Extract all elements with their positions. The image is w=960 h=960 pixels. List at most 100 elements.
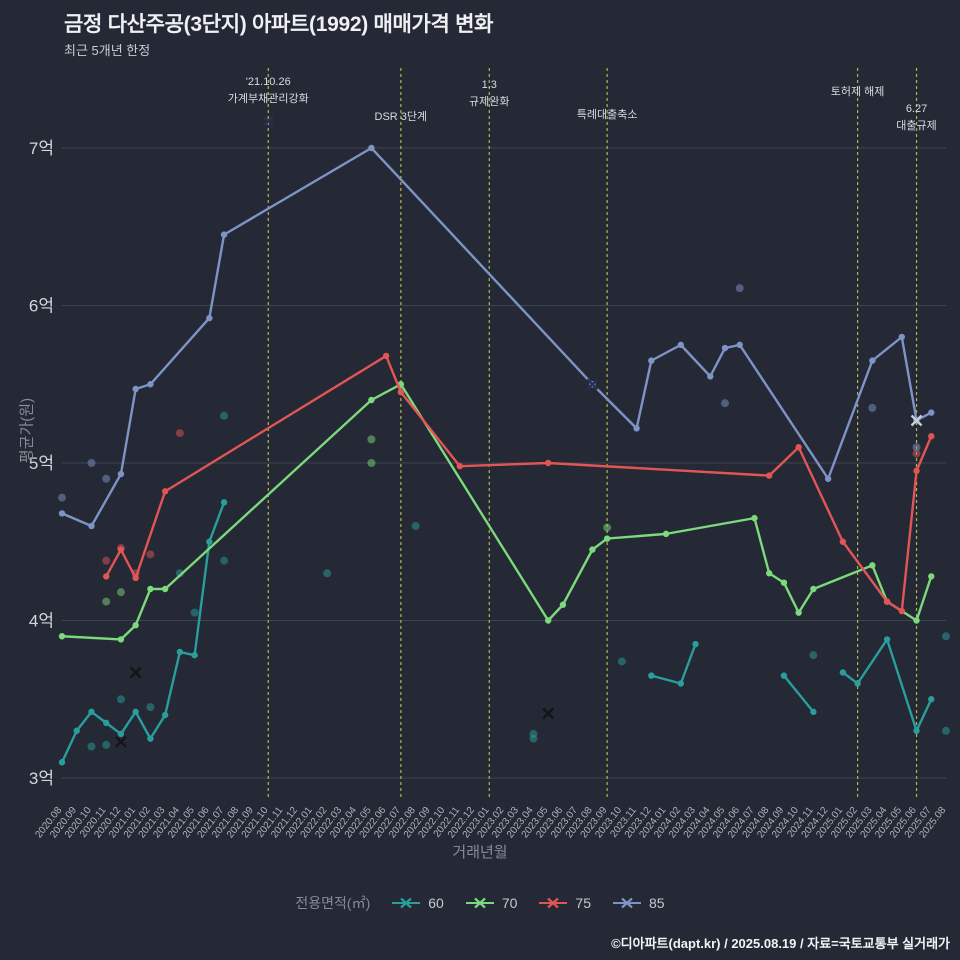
annotation-label: 1.3 [482,79,497,91]
legend-label: 70 [501,895,518,911]
series-point [648,357,655,364]
series-point [559,601,567,608]
series-point [206,538,213,545]
series-point [368,144,375,152]
series-point [220,231,228,238]
annotation-label: 6.27 [906,103,927,115]
series-point [766,570,773,577]
scatter-point [912,443,921,452]
scatter-point [146,703,155,712]
scatter-point [529,734,538,743]
legend-item-75[interactable]: 75 [537,895,591,911]
annotation-label: 토허제 해제 [831,84,885,98]
x-marker-icon [542,707,555,720]
series-point [132,708,139,716]
series-point [88,708,95,716]
series-point [928,573,935,580]
series-point [869,357,876,364]
scatter-point [102,556,111,565]
legend: 전용면적(㎡) 60 70 75 85 [0,893,960,913]
series-point [795,444,802,451]
scatter-point [603,523,612,532]
series-point [589,546,596,553]
series-point [58,510,66,517]
series-60 [58,499,935,766]
annotation-label: 특례대출축소 [577,108,638,121]
series-point [839,538,847,545]
series-point [368,396,375,404]
x-marker-icon [910,414,923,427]
series-line-70 [60,383,933,641]
scatter-point [116,588,125,597]
series-point [161,585,169,593]
x-axis-title: 거래년월 [452,844,508,861]
scatter-point [323,569,332,578]
y-tick-label: 5억 [29,454,54,473]
scatter-point [146,550,155,559]
series-point [707,373,714,380]
series-point [633,425,640,432]
legend-label: 85 [649,895,665,911]
scatter-point [721,399,729,408]
series-point [161,488,169,495]
series-line-60 [60,501,226,764]
series-point [928,433,935,440]
scatter-point [942,632,950,641]
series-point [766,472,773,479]
scatter-point [220,556,229,565]
series-point [810,585,817,593]
series-point [382,352,390,360]
series-point [913,467,920,475]
series-point [839,669,847,676]
legend-item-70[interactable]: 70 [464,895,518,911]
page-title: 금정 다산주공(3단지) 아파트(1992) 매매가격 변화 [64,13,494,36]
scatter-point [190,608,199,617]
scatter-point [411,522,420,530]
gridlines: 3억 4억 5억 6억 7억 [29,139,946,788]
x-marker-icon [262,115,275,128]
y-axis-title: 평균가(원) [18,397,36,464]
series-point [721,344,729,352]
series-point [883,598,891,605]
series-point [692,640,699,648]
legend-line-x-icon [392,897,421,909]
y-tick-label: 6억 [29,297,54,316]
series-point [132,385,139,393]
series-point [58,633,66,640]
series-70 [58,381,935,643]
series-point [928,409,935,416]
legend-item-85[interactable]: 85 [611,895,665,911]
series-point [662,530,670,538]
series-point [161,711,169,719]
y-tick-label: 3억 [29,769,54,788]
y-tick-label: 4억 [29,612,54,631]
series-point [117,546,125,553]
annotation-label: DSR 3단계 [375,110,428,123]
x-markers [115,115,923,748]
series-point [810,708,817,716]
scatter-point [102,740,111,749]
legend-line-x-icon [613,897,641,909]
annotation-label: '21.10.26 [246,76,291,88]
series-point [795,609,802,616]
series-point [913,617,920,624]
x-tick-labels: 2020.082020.092020.102020.112020.122021.… [33,805,948,841]
series-point [751,514,758,522]
legend-items: 60 70 75 85 [390,895,665,911]
series-point [545,617,552,624]
series-point [206,314,213,322]
series-point [913,727,920,734]
series-point [132,574,139,582]
series-point [545,459,552,467]
series-point [854,680,861,687]
series-point [898,607,905,615]
legend-item-60[interactable]: 60 [390,895,444,911]
legend-line-x-icon [465,897,494,909]
series-point [677,680,684,687]
annotation-label: 대출규제 [896,119,936,132]
scatter-point [617,657,626,666]
series-point [103,719,110,727]
series-line-60 [782,674,815,714]
